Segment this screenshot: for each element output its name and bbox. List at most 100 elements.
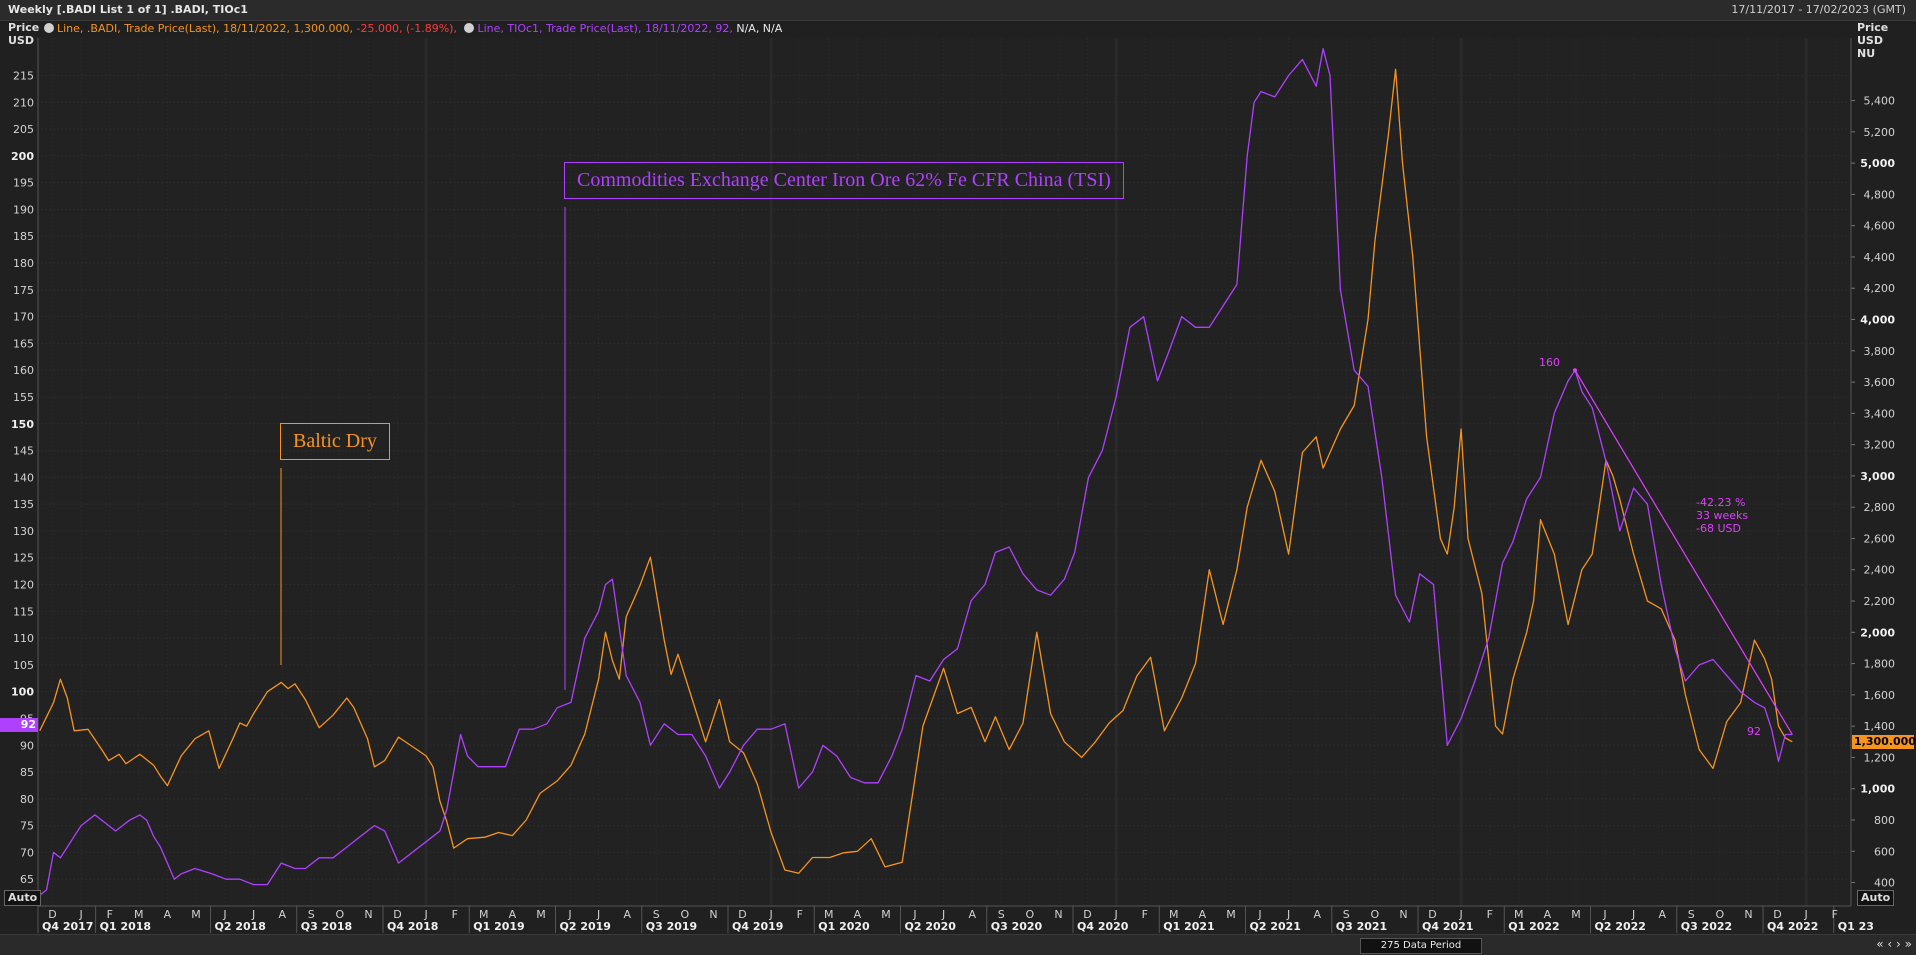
right-tick-label: 4,200 bbox=[1864, 282, 1896, 295]
quarter-tick-label: Q1 2021 bbox=[1163, 920, 1214, 933]
footer-bar: 275 Data Period « ‹ › » bbox=[0, 934, 1916, 955]
quarter-tick-label: Q2 2020 bbox=[905, 920, 957, 933]
month-tick-label: N bbox=[1054, 908, 1062, 921]
tio-legend-icon[interactable] bbox=[464, 23, 475, 33]
trend-stats: -42.23 % 33 weeks -68 USD bbox=[1696, 496, 1748, 535]
quarter-tick-label: Q1 23 bbox=[1838, 920, 1874, 933]
right-tick-label: 2,200 bbox=[1864, 595, 1896, 608]
left-tick-label: 100 bbox=[11, 686, 34, 699]
month-tick-label: J bbox=[1286, 908, 1290, 921]
month-tick-label: F bbox=[1487, 908, 1493, 921]
month-tick-label: M bbox=[1571, 908, 1581, 921]
left-tick-label: 155 bbox=[13, 391, 34, 404]
badi-legend-text[interactable]: Line, .BADI, Trade Price(Last), 18/11/20… bbox=[57, 22, 357, 35]
right-tick-label: 3,800 bbox=[1864, 345, 1896, 358]
left-axis-unit: Price USD bbox=[8, 21, 39, 47]
right-unit-line1: Price bbox=[1857, 21, 1889, 34]
quarter-tick-label: Q4 2017 bbox=[42, 920, 93, 933]
right-tick-label: 4,400 bbox=[1864, 251, 1896, 264]
month-tick-label: D bbox=[738, 908, 746, 921]
month-tick-label: A bbox=[1314, 908, 1322, 921]
trend-usd: -68 USD bbox=[1696, 522, 1741, 535]
trend-pct: -42.23 % bbox=[1696, 496, 1746, 509]
quarter-tick-label: Q3 2021 bbox=[1336, 920, 1387, 933]
left-tick-label: 150 bbox=[11, 418, 34, 431]
month-tick-label: O bbox=[1026, 908, 1035, 921]
month-tick-label: A bbox=[624, 908, 632, 921]
badi-legend-icon[interactable] bbox=[44, 23, 54, 33]
month-tick-label: M bbox=[191, 908, 201, 921]
right-tick-label: 1,800 bbox=[1864, 658, 1896, 671]
month-tick-label: F bbox=[1142, 908, 1148, 921]
quarter-tick-label: Q1 2022 bbox=[1508, 920, 1559, 933]
left-tick-label: 105 bbox=[13, 659, 34, 672]
left-tick-label: 75 bbox=[20, 820, 34, 833]
data-period-box[interactable]: 275 Data Period bbox=[1360, 938, 1482, 954]
month-tick-label: J bbox=[567, 908, 571, 921]
quarter-tick-label: Q1 2018 bbox=[100, 920, 151, 933]
iron-ore-callout[interactable]: Commodities Exchange Center Iron Ore 62%… bbox=[564, 162, 1124, 199]
month-tick-label: O bbox=[681, 908, 690, 921]
right-tick-label: 1,000 bbox=[1860, 783, 1895, 796]
quarter-tick-label: Q3 2020 bbox=[991, 920, 1043, 933]
baltic-dry-callout[interactable]: Baltic Dry bbox=[280, 423, 390, 460]
right-tick-label: 5,200 bbox=[1864, 126, 1896, 139]
tio-series-line bbox=[39, 48, 1793, 896]
month-tick-label: A bbox=[854, 908, 862, 921]
right-tick-label: 1,600 bbox=[1864, 689, 1896, 702]
chart-canvas[interactable]: 6570758085909510010511011512012513013514… bbox=[0, 0, 1916, 934]
month-tick-label: J bbox=[912, 908, 916, 921]
right-tick-label: 600 bbox=[1874, 845, 1895, 858]
month-tick-label: N bbox=[1399, 908, 1407, 921]
quarter-tick-label: Q2 2022 bbox=[1595, 920, 1646, 933]
date-range[interactable]: 17/11/2017 - 17/02/2023 (GMT) bbox=[1731, 3, 1906, 16]
month-tick-label: A bbox=[278, 908, 286, 921]
quarter-tick-label: Q4 2021 bbox=[1422, 920, 1473, 933]
left-auto-scale-button[interactable]: Auto bbox=[4, 890, 42, 906]
month-tick-label: S bbox=[308, 908, 315, 921]
left-tick-label: 65 bbox=[20, 873, 34, 886]
left-tick-label: 175 bbox=[13, 284, 34, 297]
month-tick-label: F bbox=[107, 908, 113, 921]
quarter-tick-label: Q4 2020 bbox=[1077, 920, 1129, 933]
quarter-tick-label: Q4 2022 bbox=[1767, 920, 1818, 933]
month-tick-label: J bbox=[1631, 908, 1635, 921]
right-tick-label: 800 bbox=[1874, 814, 1895, 827]
month-tick-label: M bbox=[824, 908, 834, 921]
month-tick-label: F bbox=[452, 908, 458, 921]
month-tick-label: D bbox=[1083, 908, 1091, 921]
right-tick-label: 3,400 bbox=[1864, 407, 1896, 420]
peak-value-label: 160 bbox=[1539, 356, 1560, 369]
month-tick-label: J bbox=[1114, 908, 1118, 921]
right-tick-label: 2,400 bbox=[1864, 564, 1896, 577]
right-tick-label: 3,600 bbox=[1864, 376, 1896, 389]
right-tick-label: 1,400 bbox=[1864, 720, 1896, 733]
left-tick-label: 190 bbox=[13, 203, 34, 216]
left-tick-label: 140 bbox=[13, 471, 34, 484]
month-tick-label: J bbox=[1257, 908, 1261, 921]
quarter-tick-label: Q4 2018 bbox=[387, 920, 438, 933]
left-tick-label: 205 bbox=[13, 123, 34, 136]
right-tick-label: 3,200 bbox=[1864, 439, 1896, 452]
month-tick-label: J bbox=[941, 908, 945, 921]
tio-legend-text[interactable]: Line, TIOc1, Trade Price(Last), 18/11/20… bbox=[477, 22, 737, 35]
window-title: Weekly [.BADI List 1 of 1] .BADI, TIOc1 bbox=[8, 3, 248, 16]
month-tick-label: J bbox=[1459, 908, 1463, 921]
month-tick-label: M bbox=[479, 908, 489, 921]
month-tick-label: S bbox=[1343, 908, 1350, 921]
right-tick-label: 3,000 bbox=[1860, 470, 1895, 483]
month-tick-label: A bbox=[969, 908, 977, 921]
month-tick-label: M bbox=[1514, 908, 1524, 921]
month-tick-label: J bbox=[424, 908, 428, 921]
series-lines bbox=[39, 48, 1793, 896]
scroll-nav-arrows[interactable]: « ‹ › » bbox=[1876, 937, 1912, 951]
badi-series-line bbox=[39, 68, 1793, 874]
left-unit-line1: Price bbox=[8, 21, 40, 34]
month-tick-label: S bbox=[1688, 908, 1695, 921]
month-tick-label: A bbox=[1199, 908, 1207, 921]
month-tick-label: O bbox=[1716, 908, 1725, 921]
month-tick-label: M bbox=[134, 908, 144, 921]
left-tick-label: 135 bbox=[13, 498, 34, 511]
right-auto-scale-button[interactable]: Auto bbox=[1857, 890, 1895, 906]
quarter-tick-label: Q2 2018 bbox=[215, 920, 266, 933]
